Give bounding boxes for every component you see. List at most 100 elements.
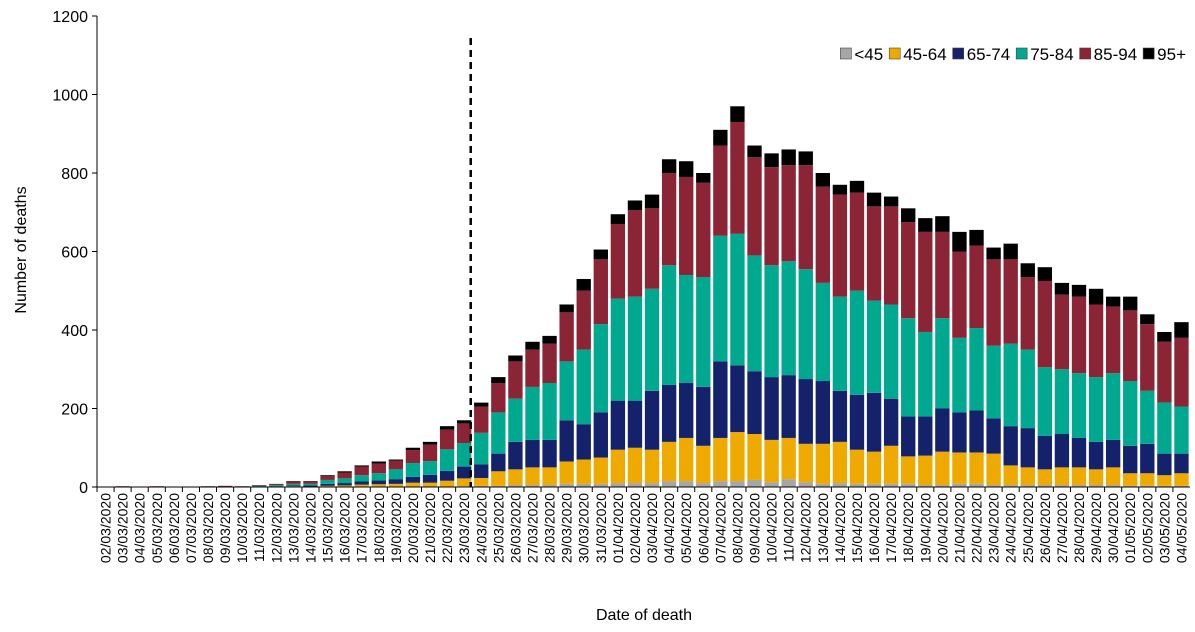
bar-segment	[1174, 485, 1189, 487]
bar-segment	[935, 216, 950, 232]
bar-segment	[610, 483, 626, 487]
x-tick-label: 24/03/2020	[473, 493, 489, 563]
bar-segment	[713, 437, 728, 482]
bar-segment	[371, 463, 386, 474]
bar-segment	[457, 443, 472, 467]
bar-segment	[1071, 437, 1087, 468]
bar-segment	[764, 482, 779, 487]
bar-segment	[457, 478, 472, 487]
bar-segment	[269, 485, 284, 487]
bar-segment	[764, 167, 779, 266]
bar-segment	[1037, 469, 1053, 486]
bar-segment	[679, 437, 694, 482]
bar-segment	[901, 416, 916, 457]
bar-segment	[901, 222, 916, 319]
x-tick-label: 06/03/2020	[166, 493, 182, 563]
bar-segment	[1140, 314, 1155, 325]
bar-segment	[747, 479, 762, 487]
bar-segment	[610, 298, 626, 401]
bar-segment	[832, 194, 848, 297]
legend-swatch	[1142, 47, 1155, 60]
bar-segment	[1020, 263, 1035, 278]
x-axis-title: Date of death	[596, 607, 692, 624]
bar-segment	[935, 318, 950, 409]
bar-segment	[422, 461, 438, 475]
bar-segment	[1054, 434, 1070, 468]
bar-segment	[627, 400, 643, 448]
bar-segment	[883, 304, 899, 399]
bar-segment	[832, 390, 848, 442]
bar-segment	[644, 208, 660, 289]
x-tick-label: 15/03/2020	[320, 493, 336, 563]
bar-segment	[1037, 367, 1053, 436]
x-tick-label: 02/04/2020	[627, 493, 643, 563]
bar-segment	[1088, 304, 1104, 378]
y-tick-label: 800	[61, 166, 88, 183]
bar-segment	[525, 439, 540, 468]
bar-segment	[849, 290, 865, 395]
bar-segment	[747, 145, 762, 158]
x-tick-label: 11/04/2020	[781, 493, 797, 562]
bar-segment	[593, 412, 608, 458]
bar-segment	[764, 439, 779, 483]
x-tick-label: 22/04/2020	[969, 493, 985, 563]
bar-segment	[730, 106, 745, 122]
bar-segment	[286, 483, 301, 486]
x-tick-label: 06/04/2020	[695, 493, 711, 563]
bar-segment	[559, 312, 574, 362]
bar-segment	[559, 304, 574, 313]
bar-segment	[405, 476, 421, 483]
bar-segment	[252, 485, 267, 487]
bar-segment	[1105, 467, 1121, 486]
legend-swatch	[840, 47, 852, 60]
bar-segment	[866, 192, 882, 207]
bar-segment	[422, 474, 438, 483]
bar-segment	[457, 420, 472, 424]
bar-segment	[439, 480, 455, 487]
bar-segment	[439, 470, 455, 481]
bar-segment	[508, 469, 523, 486]
x-tick-label: 07/04/2020	[712, 493, 728, 563]
bar-segment	[713, 129, 728, 146]
x-tick-label: 14/03/2020	[302, 493, 318, 563]
bar-segment	[320, 479, 335, 484]
bar-segment	[1088, 441, 1104, 470]
y-tick-label: 0	[79, 480, 88, 497]
bar-segment	[849, 449, 865, 484]
x-tick-label: 25/03/2020	[490, 493, 506, 563]
bar-segment	[439, 449, 455, 471]
bar-segment	[576, 424, 591, 460]
x-tick-label: 23/04/2020	[986, 493, 1002, 563]
legend-label: 85-94	[1094, 45, 1137, 64]
bar-segment	[286, 485, 301, 487]
legend-swatch	[1015, 47, 1028, 60]
bar-segment	[986, 247, 1001, 260]
bar-segment	[593, 324, 608, 413]
x-tick-label: 04/04/2020	[661, 493, 677, 563]
bar-segment	[576, 290, 591, 350]
x-tick-label: 07/03/2020	[183, 493, 199, 563]
bar-segment	[269, 483, 284, 486]
bar-segment	[696, 182, 711, 278]
bar-segment	[1105, 485, 1121, 487]
bar-segment	[542, 382, 557, 440]
bar-segment	[491, 382, 506, 413]
bar-segment	[303, 485, 318, 487]
bar-segment	[593, 259, 608, 325]
bar-segment	[1157, 475, 1172, 486]
bar-segment	[559, 483, 574, 487]
bar-segment	[781, 437, 796, 480]
bar-segment	[935, 231, 950, 319]
x-tick-label: 09/03/2020	[217, 493, 233, 563]
bar-segment	[508, 398, 523, 442]
bar-segment	[781, 479, 796, 487]
bar-segment	[713, 481, 728, 487]
bar-segment	[918, 218, 933, 232]
bar-segment	[969, 483, 984, 487]
bar-segment	[1071, 296, 1087, 374]
bar-segment	[849, 180, 865, 193]
y-tick-label: 400	[61, 323, 88, 340]
x-tick-label: 16/03/2020	[337, 493, 353, 563]
x-tick-label: 29/04/2020	[1088, 493, 1104, 563]
bar-segment	[491, 485, 506, 487]
